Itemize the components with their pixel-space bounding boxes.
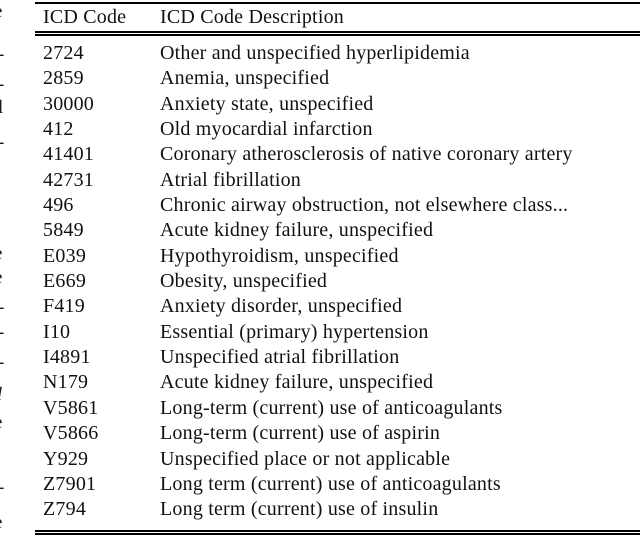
- table-row: N179 Acute kidney failure, unspecified: [35, 370, 640, 395]
- icd-table-container: ICD Code ICD Code Description 2724 Other…: [35, 2, 640, 535]
- icd-description-cell: Other and unspecified hyperlipidemia: [160, 42, 470, 64]
- icd-description-cell: Essential (primary) hypertension: [160, 320, 429, 343]
- margin-text-fragment: e: [0, 2, 2, 21]
- icd-code-cell: Z794: [43, 498, 87, 521]
- table-row: F419 Anxiety disorder, unspecified: [35, 294, 640, 319]
- table-row: Y929 Unspecified place or not applicable: [35, 447, 640, 472]
- icd-description-cell: Acute kidney failure, unspecified: [160, 219, 434, 242]
- table-row: 2859 Anemia, unspecified: [35, 66, 640, 91]
- margin-text-fragment: l: [0, 385, 2, 404]
- table-row: E669 Obesity, unspecified: [35, 269, 640, 294]
- icd-code-cell: I10: [43, 320, 71, 343]
- icd-description-cell: Old myocardial infarction: [160, 118, 373, 141]
- table-header: ICD Code ICD Code Description: [35, 4, 640, 36]
- column-header-icd-code: ICD Code: [35, 4, 160, 36]
- table-row: Z794 Long term (current) use of insulin: [35, 497, 640, 522]
- icd-description-cell: Unspecified atrial fibrillation: [160, 346, 400, 369]
- icd-description-cell: Long-term (current) use of aspirin: [160, 422, 441, 445]
- icd-description-cell: Anxiety state, unspecified: [160, 92, 374, 115]
- icd-code-table: ICD Code ICD Code Description 2724 Other…: [35, 4, 640, 523]
- table-row: I10 Essential (primary) hypertension: [35, 320, 640, 345]
- icd-code-cell: 496: [43, 194, 74, 217]
- table-row: E039 Hypothyroidism, unspecified: [35, 244, 640, 269]
- icd-code-cell: E039: [43, 244, 87, 267]
- margin-text-fragment: -: [0, 353, 4, 372]
- margin-text-fragment: e: [0, 244, 2, 263]
- icd-description-cell: Hypothyroidism, unspecified: [160, 244, 399, 267]
- margin-text-fragment: -: [0, 298, 4, 317]
- icd-code-cell: Z7901: [43, 472, 97, 495]
- icd-code-cell: 30000: [43, 92, 94, 115]
- icd-description-cell: Unspecified place or not applicable: [160, 447, 451, 470]
- margin-text-fragment: e: [0, 268, 2, 287]
- icd-description-cell: Atrial fibrillation: [160, 168, 301, 191]
- table-row: V5866 Long-term (current) use of aspirin: [35, 421, 640, 446]
- table-row: 412 Old myocardial infarction: [35, 117, 640, 142]
- column-header-icd-description: ICD Code Description: [160, 4, 640, 36]
- table-row: 41401 Coronary atherosclerosis of native…: [35, 142, 640, 167]
- icd-code-cell: 5849: [43, 219, 84, 242]
- margin-text-fragment: -: [0, 45, 4, 64]
- margin-text-fragment: l: [0, 97, 4, 118]
- icd-description-cell: Anemia, unspecified: [160, 67, 330, 90]
- table-row: I4891 Unspecified atrial fibrillation: [35, 345, 640, 370]
- icd-code-cell: V5866: [43, 422, 99, 445]
- icd-code-cell: Y929: [43, 447, 89, 470]
- header-row: ICD Code ICD Code Description: [35, 4, 640, 36]
- icd-description-cell: Long-term (current) use of anticoagulant…: [160, 396, 503, 419]
- table-row: 42731 Atrial fibrillation: [35, 168, 640, 193]
- icd-description-cell: Obesity, unspecified: [160, 270, 328, 293]
- margin-text-fragment: -: [0, 478, 4, 497]
- margin-text-fragment: -: [0, 75, 4, 94]
- table-row: V5861 Long-term (current) use of anticoa…: [35, 396, 640, 421]
- icd-description-cell: Chronic airway obstruction, not elsewher…: [160, 194, 569, 217]
- table-row: Z7901 Long term (current) use of anticoa…: [35, 472, 640, 497]
- icd-code-cell: 2724: [43, 42, 84, 64]
- table-row: 5849 Acute kidney failure, unspecified: [35, 218, 640, 243]
- icd-description-cell: Long term (current) use of anticoagulant…: [160, 472, 501, 495]
- icd-description-cell: Acute kidney failure, unspecified: [160, 371, 434, 394]
- margin-text-fragment: -: [0, 323, 4, 342]
- icd-code-cell: 41401: [43, 143, 94, 166]
- icd-code-cell: E669: [43, 270, 87, 293]
- icd-code-cell: I4891: [43, 346, 91, 369]
- icd-description-cell: Coronary atherosclerosis of native coron…: [160, 143, 573, 166]
- margin-text-fragment: e: [0, 513, 2, 532]
- icd-code-cell: 412: [43, 118, 74, 141]
- margin-text-fragment: -: [0, 133, 4, 152]
- margin-text-fragment: e: [0, 413, 2, 432]
- icd-code-cell: N179: [43, 371, 89, 394]
- table-body: 2724 Other and unspecified hyperlipidemi…: [35, 34, 640, 523]
- icd-code-cell: F419: [43, 295, 85, 318]
- table-row: 30000 Anxiety state, unspecified: [35, 92, 640, 117]
- icd-description-cell: Anxiety disorder, unspecified: [160, 295, 403, 318]
- table-row: 496 Chronic airway obstruction, not else…: [35, 193, 640, 218]
- icd-code-cell: 42731: [43, 168, 94, 191]
- icd-code-cell: 2859: [43, 67, 84, 90]
- table-row: 2724 Other and unspecified hyperlipidemi…: [35, 34, 640, 67]
- icd-description-cell: Long term (current) use of insulin: [160, 498, 439, 521]
- icd-code-cell: V5861: [43, 396, 99, 419]
